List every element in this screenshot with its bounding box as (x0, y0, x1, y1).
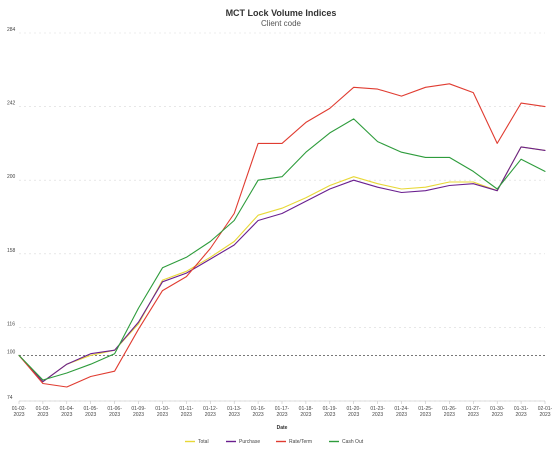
x-tick-label: 01-11-2023 (179, 406, 193, 418)
x-tick-label: 01-20-2023 (347, 406, 362, 418)
y-tick-label: 284 (7, 27, 16, 33)
legend: Total Purchase Rate/Term Cash Out (185, 439, 364, 445)
y-tick-label: 116 (7, 321, 15, 327)
x-tick-label: 01-30-2023 (490, 406, 505, 418)
x-tick-label: 01-17-2023 (275, 406, 290, 418)
x-tick-label: 01-02-2023 (12, 406, 27, 418)
legend-label: Cash Out (342, 439, 364, 445)
x-tick-label: 01-25-2023 (418, 406, 433, 418)
legend-item-rate-term[interactable]: Rate/Term (276, 439, 312, 445)
legend-item-purchase[interactable]: Purchase (226, 439, 260, 445)
x-tick-label: 01-09-2023 (131, 406, 146, 418)
x-tick-label: 01-31-2023 (514, 406, 529, 418)
x-tick-label: 01-27-2023 (466, 406, 481, 418)
y-tick-label: 74 (7, 395, 13, 401)
y-tick-label: 200 (7, 174, 16, 180)
grid-lines (19, 32, 545, 402)
x-tick-label: 01-19-2023 (323, 406, 338, 418)
x-tick-label: 01-24-2023 (394, 406, 409, 418)
x-tick-label: 01-03-2023 (36, 406, 51, 418)
x-tick-label: 01-16-2023 (251, 406, 266, 418)
legend-item-total[interactable]: Total (185, 439, 209, 445)
series-lines (18, 83, 546, 388)
series-line-total (18, 146, 546, 383)
x-tick-label: 01-06-2023 (107, 406, 122, 418)
x-tick-label: 01-26-2023 (442, 406, 457, 418)
y-axis-ticks: 74 100 116 158 200 242 284 (7, 27, 16, 401)
chart-title: MCT Lock Volume Indices (226, 8, 337, 18)
x-tick-label: 01-18-2023 (299, 406, 314, 418)
x-tick-label: 01-05-2023 (84, 406, 99, 418)
y-tick-label: 242 (7, 101, 16, 107)
x-tick-label: 01-13-2023 (227, 406, 242, 418)
series-line-purchase (18, 146, 546, 383)
y-tick-label: 158 (7, 248, 16, 254)
x-tick-label: 01-23-2023 (370, 406, 385, 418)
x-tick-label: 02-01-2023 (538, 406, 553, 418)
legend-item-cash-out[interactable]: Cash Out (329, 439, 364, 445)
chart-subtitle: Client code (261, 19, 302, 28)
x-tick-label: 01-12-2023 (203, 406, 218, 418)
x-tick-label: 01-10-2023 (155, 406, 170, 418)
series-line-cash-out (18, 118, 546, 381)
series-line-rate-term (18, 83, 546, 388)
x-axis-label: Date (277, 425, 288, 431)
legend-label: Rate/Term (289, 439, 312, 445)
x-axis: 01-02-2023 01-03-2023 01-04-2023 01-05-2023… (12, 400, 553, 418)
x-tick-label: 01-04-2023 (60, 406, 75, 418)
legend-label: Purchase (239, 439, 260, 445)
y-tick-label: 100 (7, 349, 16, 355)
legend-label: Total (198, 439, 209, 445)
